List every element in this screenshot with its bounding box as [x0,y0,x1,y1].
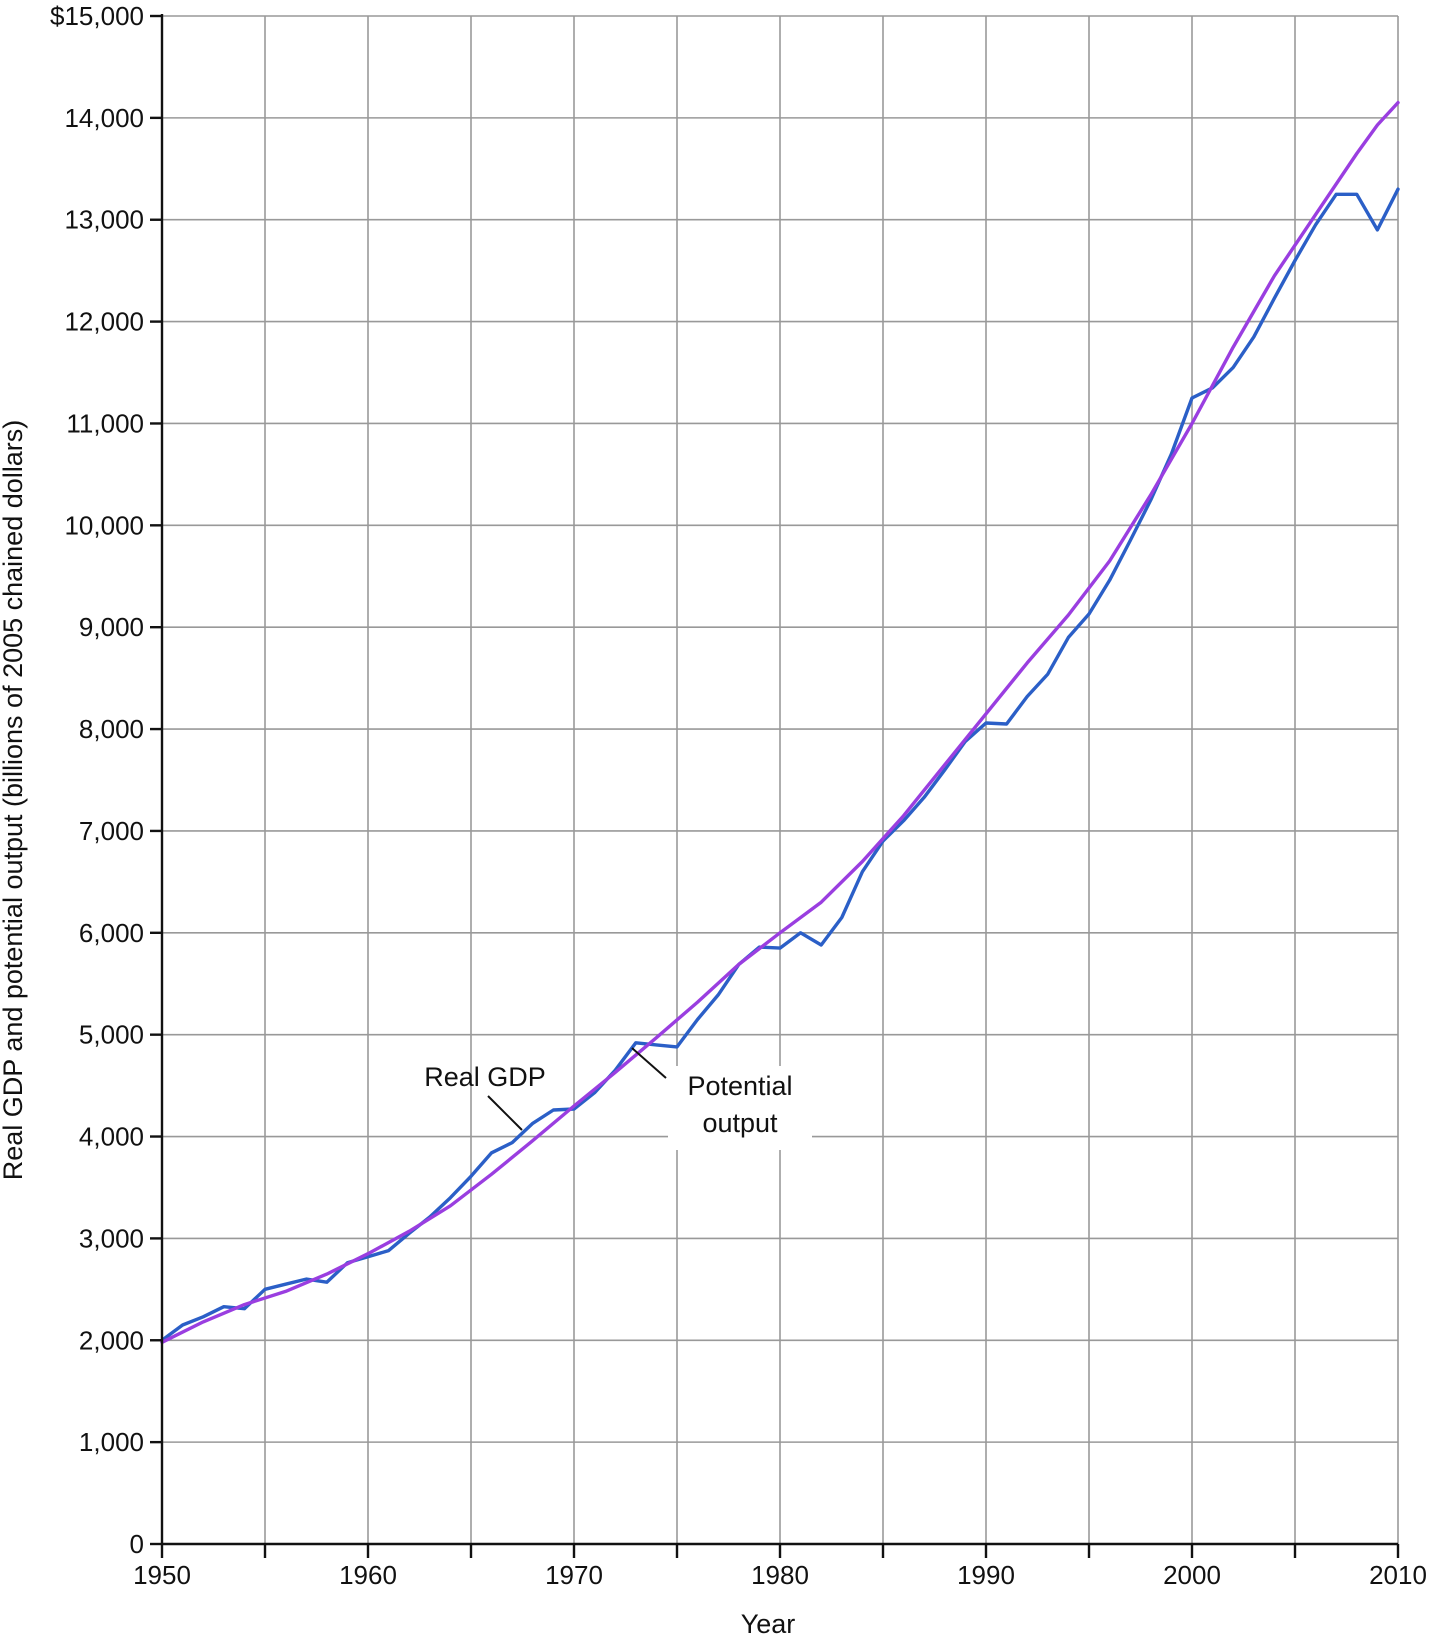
x-axis-title: Year [741,1609,796,1639]
x-tick-label: 1980 [751,1560,809,1590]
y-tick-label: 9,000 [79,612,144,642]
grid-lines [162,15,1399,1544]
y-tick-label: 4,000 [79,1122,144,1152]
series-lines [160,100,1400,1345]
annotation-output: output [702,1108,778,1138]
axes [150,14,1400,1558]
y-tick-label: 1,000 [79,1427,144,1457]
annotation-potential: Potential [687,1071,792,1101]
y-axis-title: Real GDP and potential output (billions … [0,420,28,1180]
y-tick-label: 11,000 [66,408,144,438]
y-tick-label: 6,000 [79,918,144,948]
series-line-potential-output [160,100,1400,1345]
x-tick-label: 2000 [1163,1560,1221,1590]
y-tick-label: 13,000 [64,205,144,235]
y-tick-label: 0 [130,1529,144,1559]
annotations: Real GDP Potential output [424,1047,812,1150]
annotation-backing [668,1066,812,1150]
series-line-real-gdp [160,187,1400,1343]
y-tick-label: 12,000 [64,307,144,337]
x-tick-label: 1970 [545,1560,603,1590]
x-tick-label: 1960 [339,1560,397,1590]
tick-labels: 0 1,000 2,000 3,000 4,000 5,000 6,000 7,000 8,00… [50,1,1427,1590]
leader-potential-output [631,1047,667,1079]
x-tick-label: 1950 [133,1560,191,1590]
y-tick-label: $15,000 [50,1,144,31]
y-tick-label: 8,000 [79,714,144,744]
annotation-real-gdp: Real GDP [424,1062,546,1092]
x-tick-label: 1990 [957,1560,1015,1590]
y-tick-label: 10,000 [64,510,144,540]
y-tick-label: 3,000 [79,1223,144,1253]
y-tick-label: 7,000 [79,816,144,846]
leader-real-gdp [487,1095,523,1131]
x-tick-label: 2010 [1369,1560,1427,1590]
y-tick-label: 5,000 [79,1020,144,1050]
y-tick-label: 2,000 [79,1325,144,1355]
y-tick-label: 14,000 [64,103,144,133]
